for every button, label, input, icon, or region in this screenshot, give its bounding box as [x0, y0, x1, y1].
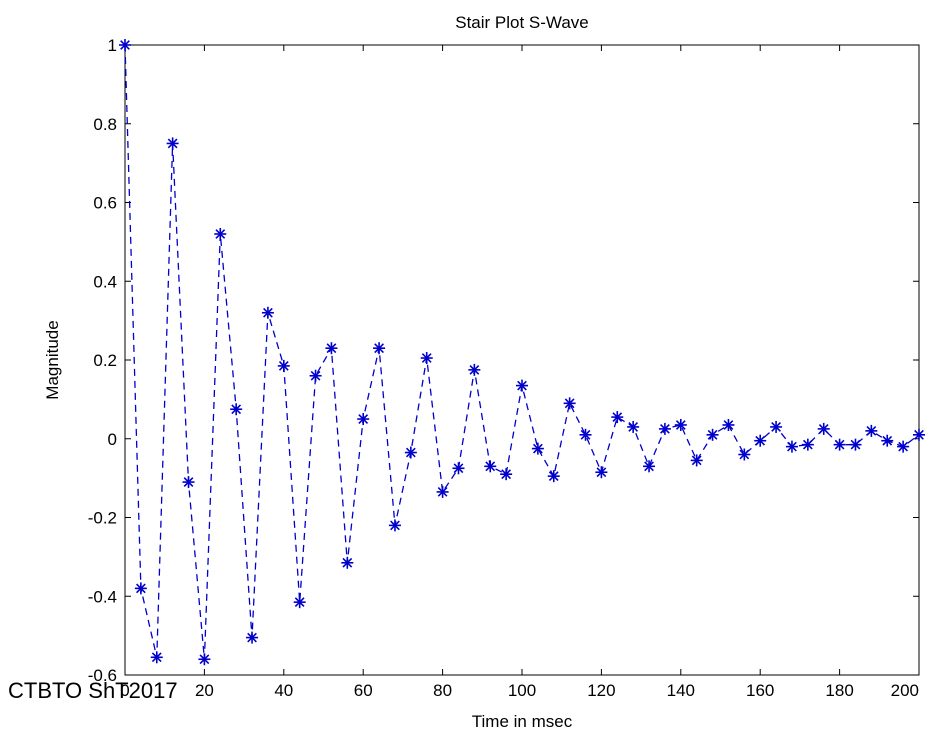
x-tick-label: 140: [667, 681, 695, 700]
data-point-marker: [817, 422, 830, 435]
data-point-marker: [833, 438, 846, 451]
data-point-marker: [341, 556, 354, 569]
data-point-marker: [500, 468, 513, 481]
y-tick-label: 0.6: [93, 194, 117, 213]
data-point-marker: [452, 462, 465, 475]
data-point-marker: [849, 438, 862, 451]
data-point-marker: [611, 411, 624, 424]
data-point-marker: [150, 651, 163, 664]
data-point-marker: [309, 369, 322, 382]
data-point-marker: [913, 428, 925, 441]
data-point-marker: [801, 438, 814, 451]
data-point-marker: [468, 363, 481, 376]
chart-title: Stair Plot S-Wave: [455, 13, 589, 32]
x-tick-label: 160: [746, 681, 774, 700]
x-tick-label: 20: [195, 681, 214, 700]
data-point-marker: [738, 448, 751, 461]
data-point-marker: [246, 631, 259, 644]
x-axis-title: Time in msec: [472, 712, 573, 731]
data-point-marker: [595, 466, 608, 479]
data-point-marker: [658, 422, 671, 435]
x-tick-label: 80: [433, 681, 452, 700]
data-point-marker: [722, 418, 735, 431]
data-point-marker: [357, 413, 370, 426]
y-tick-label: 0.4: [93, 272, 117, 291]
data-point-marker: [881, 434, 894, 447]
x-tick-label: 60: [354, 681, 373, 700]
x-tick-label: 200: [891, 681, 919, 700]
y-axis-title: Magnitude: [43, 320, 62, 399]
x-tick-label: 180: [825, 681, 853, 700]
data-point-marker: [690, 454, 703, 467]
data-point-marker: [134, 582, 147, 595]
data-point-marker: [770, 420, 783, 433]
data-point-marker: [404, 446, 417, 459]
watermark: CTBTO ShT2017: [8, 678, 178, 703]
data-point-marker: [373, 342, 386, 355]
y-tick-label: 0.2: [93, 351, 117, 370]
data-point-marker: [643, 460, 656, 473]
data-point-marker: [119, 39, 131, 51]
data-point-marker: [754, 434, 767, 447]
data-point-marker: [563, 397, 576, 410]
x-tick-label: 40: [274, 681, 293, 700]
y-tick-label: 0.8: [93, 115, 117, 134]
y-tick-label: 0: [108, 430, 117, 449]
y-tick-label: -0.2: [88, 509, 117, 528]
data-point-marker: [388, 519, 401, 532]
data-point-marker: [627, 420, 640, 433]
data-point-marker: [531, 442, 544, 455]
y-tick-label: -0.4: [88, 587, 117, 606]
data-point-marker: [182, 476, 195, 489]
data-point-marker: [261, 306, 274, 319]
data-point-marker: [706, 428, 719, 441]
series-layer: [119, 39, 925, 666]
data-point-marker: [214, 228, 227, 240]
data-point-marker: [198, 653, 211, 666]
data-point-marker: [865, 424, 878, 437]
data-point-marker: [484, 460, 497, 473]
data-point-marker: [547, 470, 560, 483]
data-point-marker: [436, 485, 449, 498]
x-tick-label: 0: [120, 681, 129, 700]
y-tick-label: 1: [108, 36, 117, 55]
data-point-marker: [785, 440, 798, 453]
data-point-marker: [230, 403, 243, 416]
data-point-marker: [516, 379, 528, 392]
data-point-marker: [897, 440, 910, 453]
data-point-marker: [325, 342, 338, 355]
data-point-marker: [293, 596, 306, 609]
data-point-marker: [166, 137, 179, 150]
plot-area: [124, 44, 920, 676]
x-axis: 0 20 40 60 80 100 120 140 160 180 200: [120, 45, 920, 700]
x-tick-label: 120: [587, 681, 615, 700]
x-tick-label: 100: [508, 681, 536, 700]
data-point-marker: [277, 359, 290, 372]
data-point-marker: [674, 418, 687, 431]
y-tick-label: -0.6: [88, 666, 117, 685]
data-point-marker: [579, 428, 592, 441]
data-point-marker: [420, 352, 433, 365]
